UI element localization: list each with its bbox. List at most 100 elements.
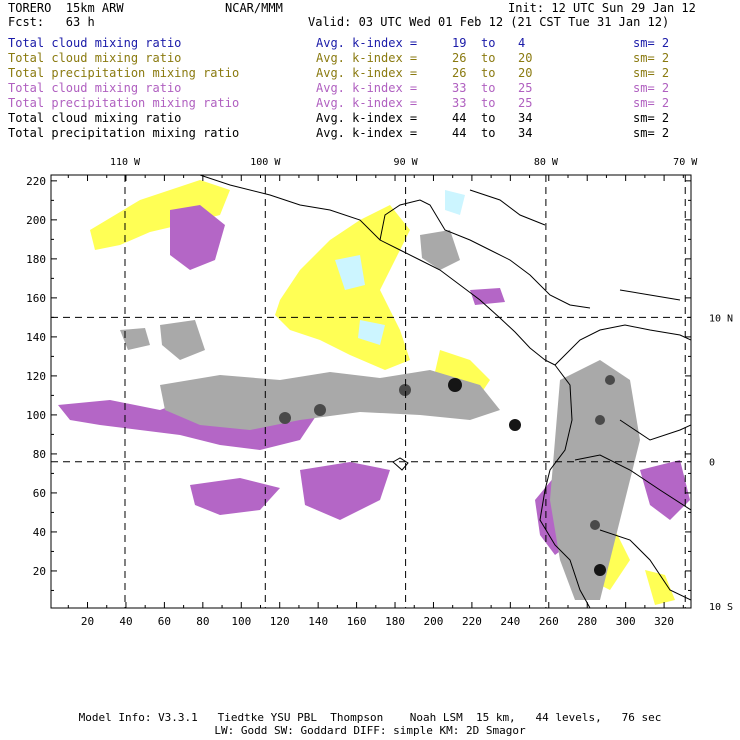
legend-field: Total precipitation mixing ratio	[8, 126, 240, 140]
legend-field: Total cloud mixing ratio	[8, 81, 182, 95]
model-title: TORERO 15km ARW	[8, 1, 124, 15]
lon-label: 110 W	[110, 157, 141, 168]
legend-end: 25	[518, 96, 533, 110]
legend-from: 19	[452, 36, 467, 50]
legend-end: 20	[518, 51, 533, 65]
x-tick-label: 140	[308, 615, 328, 628]
coast-galapagos	[392, 457, 409, 471]
y-tick-label: 160	[26, 292, 46, 305]
lightblue-field-3	[445, 190, 465, 215]
y-tick-label: 80	[33, 448, 46, 461]
yellow-field-southeast	[645, 570, 675, 605]
legend-to: to	[481, 111, 496, 125]
y-tick-label: 180	[26, 253, 46, 266]
dark-core-3	[399, 384, 411, 396]
y-tick-label: 140	[26, 331, 46, 344]
dark-core-2	[314, 404, 326, 416]
coast-caribbean-islands	[619, 289, 681, 301]
legend-to: to	[481, 66, 496, 80]
legend-end: 4	[518, 36, 526, 50]
coastlines	[199, 175, 691, 608]
x-tick-label: 260	[539, 615, 559, 628]
y-tick-label: 200	[26, 214, 46, 227]
x-tick-label: 280	[577, 615, 597, 628]
x-tick-label: 120	[270, 615, 290, 628]
lat-label: 10 N	[709, 313, 733, 324]
gray-field-northwest	[160, 320, 205, 360]
legend-field: Total cloud mixing ratio	[8, 51, 182, 65]
forecast-hour: Fcst: 63 h	[8, 15, 95, 29]
legend-field: Total cloud mixing ratio	[8, 36, 182, 50]
x-tick-label: 240	[500, 615, 520, 628]
precipitation-fields	[58, 180, 690, 605]
gray-field-west-scattered	[120, 328, 150, 350]
gray-field-equatorial-band	[160, 370, 500, 430]
dark-core-1	[279, 412, 291, 424]
legend-to: to	[481, 96, 496, 110]
x-tick-label: 180	[385, 615, 405, 628]
x-tick-label: 80	[196, 615, 209, 628]
legend-from: 44	[452, 111, 467, 125]
dark-core-8	[594, 564, 606, 576]
y-tick-label: 220	[26, 175, 46, 188]
legend-end: 34	[518, 111, 533, 125]
footer-physics-info: LW: Godd SW: Goddard DIFF: simple KM: 2D…	[214, 724, 526, 737]
legend-avg-label: Avg. k-index =	[316, 126, 418, 140]
dark-core-6	[595, 415, 605, 425]
dark-core-5	[509, 419, 521, 431]
lon-label: 90 W	[394, 157, 419, 168]
legend-avg-label: Avg. k-index =	[316, 36, 418, 50]
legend-from: 26	[452, 66, 467, 80]
x-tick-label: 100	[231, 615, 251, 628]
axis-ticks	[51, 175, 691, 608]
coast-mexico-central-america	[199, 175, 556, 366]
lon-label: 100 W	[250, 157, 281, 168]
x-tick-label: 320	[654, 615, 674, 628]
x-tick-label: 200	[424, 615, 444, 628]
y-tick-label: 100	[26, 409, 46, 422]
legend-to: to	[481, 126, 496, 140]
plot-frame	[50, 174, 692, 609]
legend-to: to	[481, 81, 496, 95]
legend-end: 34	[518, 126, 533, 140]
axis-tick-labels: 20 40 60 80 100 120 140 160 180 200 220 240 260 280 30…	[26, 175, 674, 628]
organization-label: NCAR/MMM	[225, 1, 283, 15]
coast-caribbean-north	[469, 189, 546, 226]
x-tick-label: 160	[347, 615, 367, 628]
legend-from: 26	[452, 51, 467, 65]
purple-field-central-america	[470, 288, 505, 305]
footer-model-info: Model Info: V3.3.1 Tiedtke YSU PBL Thomp…	[78, 711, 662, 724]
yellow-field-north-pacific	[90, 180, 230, 250]
lat-label: 0	[709, 458, 715, 469]
purple-field-south-central	[300, 462, 390, 520]
legend-smoothing: sm= 2	[633, 81, 670, 95]
legend-smoothing: sm= 2	[633, 96, 670, 110]
legend-avg-label: Avg. k-index =	[316, 66, 418, 80]
legend-avg-label: Avg. k-index =	[316, 111, 418, 125]
init-time: Init: 12 UTC Sun 29 Jan 12	[508, 1, 696, 15]
legend-smoothing: sm= 2	[633, 51, 670, 65]
dark-core-9	[605, 375, 615, 385]
x-tick-label: 220	[462, 615, 482, 628]
lightblue-field-2	[358, 320, 385, 345]
legend-from: 33	[452, 81, 467, 95]
x-tick-label: 20	[81, 615, 94, 628]
purple-field-amazon	[640, 460, 690, 520]
lon-label: 80 W	[534, 157, 559, 168]
y-tick-label: 20	[33, 565, 46, 578]
lat-label: 10 S	[709, 602, 733, 613]
legend-from: 33	[452, 96, 467, 110]
x-tick-label: 300	[616, 615, 636, 628]
legend-from: 44	[452, 126, 467, 140]
gray-field-central-america	[420, 230, 460, 270]
valid-time: Valid: 03 UTC Wed 01 Feb 12 (21 CST Tue …	[308, 15, 670, 29]
legend-smoothing: sm= 2	[633, 111, 670, 125]
lon-label: 70 W	[673, 157, 698, 168]
y-tick-label: 120	[26, 370, 46, 383]
legend-field: Total precipitation mixing ratio	[8, 66, 240, 80]
y-tick-label: 60	[33, 487, 46, 500]
legend-field: Total precipitation mixing ratio	[8, 96, 240, 110]
purple-field-upper-left	[170, 205, 225, 270]
grid-lines	[51, 175, 691, 608]
